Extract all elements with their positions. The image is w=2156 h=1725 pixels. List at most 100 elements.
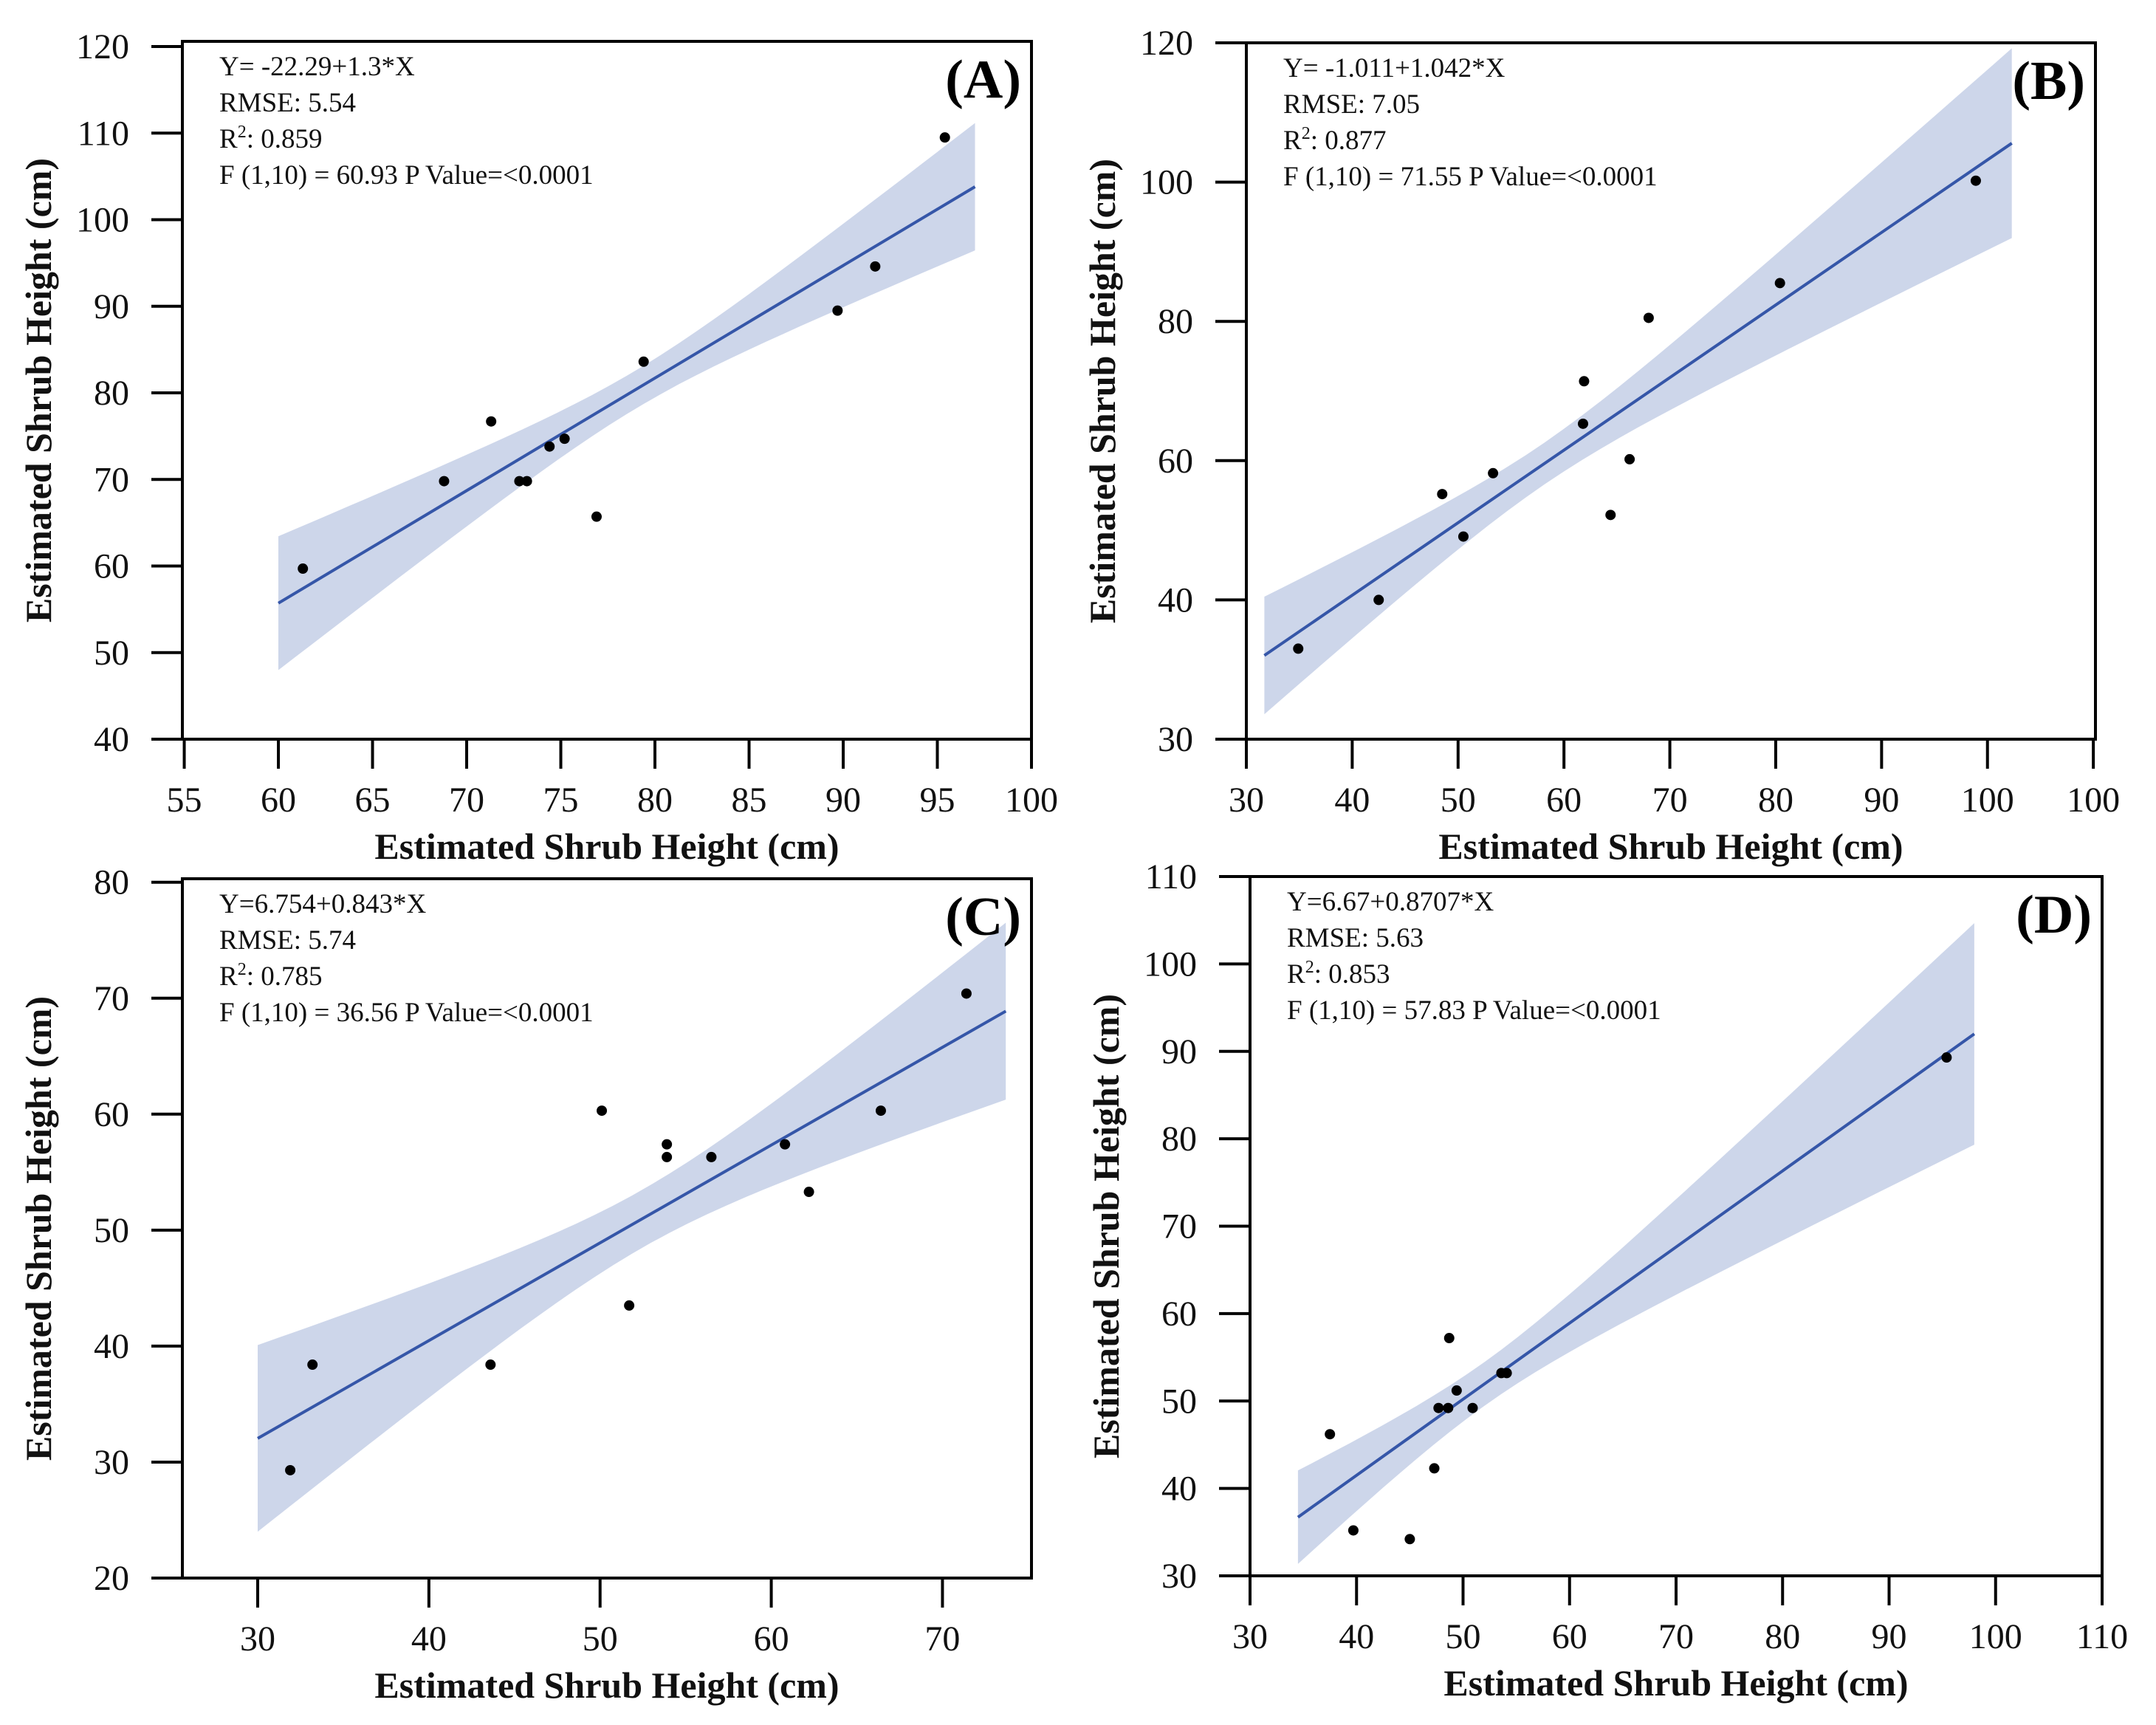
y-tick-label: 30	[1161, 1557, 1197, 1596]
x-tick-label: 50	[1446, 1617, 1481, 1656]
panel-a: 40 50 60 70 80 90 100 110 120 55 60 65 70 75 80 85 90 95 1…	[18, 27, 1058, 867]
x-tick-label: 85	[732, 781, 767, 820]
data-point	[591, 511, 602, 522]
r-squared-superscript: 2	[238, 123, 247, 142]
data-point	[1443, 1402, 1454, 1413]
y-tick-label: 100	[76, 201, 129, 240]
data-point	[559, 433, 570, 445]
y-tick-label: 80	[1161, 1119, 1197, 1159]
r-squared-superscript: 2	[238, 960, 247, 979]
r-squared-text: R2: 0.859	[219, 123, 322, 154]
regression-equation: Y=6.67+0.8707*X	[1287, 887, 1494, 917]
data-point	[521, 476, 532, 487]
data-point	[1373, 594, 1384, 606]
data-point	[1488, 467, 1499, 479]
rmse-text: RMSE: 7.05	[1283, 89, 1420, 120]
f-statistic-text: F (1,10) = 71.55 P Value=<0.0001	[1283, 162, 1658, 192]
regression-line	[1263, 142, 2013, 657]
data-point	[662, 1139, 673, 1150]
data-point	[285, 1464, 296, 1475]
data-point	[780, 1139, 791, 1150]
x-axis-title: Estimated Shrub Height (cm)	[374, 1664, 839, 1706]
r-squared-label: R	[219, 124, 238, 154]
panel-label: (A)	[945, 49, 1021, 110]
y-axis-title: Estimated Shrub Height (cm)	[1082, 159, 1123, 623]
data-point	[706, 1151, 717, 1162]
y-tick-label: 90	[1161, 1032, 1197, 1071]
y-tick-label: 40	[94, 720, 129, 759]
x-tick-label: 65	[355, 781, 391, 820]
x-tick-label: 80	[1758, 781, 1793, 820]
panel-label: (B)	[2012, 51, 2085, 112]
y-tick-label: 100	[1144, 944, 1197, 984]
x-tick-label: 70	[1658, 1617, 1694, 1656]
y-tick-label: 120	[1140, 24, 1193, 63]
x-tick-label: 100	[1961, 781, 2014, 820]
x-tick-label: 60	[1546, 781, 1582, 820]
y-tick-label: 40	[1158, 580, 1193, 620]
data-point	[1429, 1463, 1440, 1474]
data-point	[1624, 453, 1635, 464]
r-squared-label: R	[1287, 959, 1305, 990]
data-point	[875, 1105, 886, 1117]
regression-equation: Y= -22.29+1.3*X	[219, 52, 415, 82]
y-tick-label: 80	[94, 374, 129, 413]
x-tick-label: 70	[924, 1619, 960, 1659]
r-squared-label: R	[219, 961, 238, 992]
rmse-text: RMSE: 5.54	[219, 88, 356, 118]
y-axis-title: Estimated Shrub Height (cm)	[18, 996, 59, 1461]
x-tick-label: 95	[920, 781, 955, 820]
data-point	[485, 1359, 496, 1371]
data-point	[624, 1300, 635, 1311]
x-tick-label: 40	[1334, 781, 1370, 820]
y-tick-label: 60	[94, 1095, 129, 1134]
regression-equation: Y=6.754+0.843*X	[219, 889, 426, 919]
data-point	[298, 563, 309, 575]
data-point	[638, 356, 649, 367]
data-point	[1643, 312, 1654, 323]
data-point	[870, 261, 881, 272]
x-axis-title: Estimated Shrub Height (cm)	[1443, 1662, 1908, 1704]
data-point	[1404, 1534, 1415, 1545]
data-point	[803, 1187, 814, 1198]
x-tick-label: 75	[543, 781, 579, 820]
y-axis-title: Estimated Shrub Height (cm)	[1085, 994, 1127, 1458]
plot-frame	[181, 40, 1033, 741]
y-tick-label: 20	[94, 1559, 129, 1598]
data-point	[1467, 1402, 1478, 1413]
y-tick-label: 60	[1158, 442, 1193, 481]
x-tick-label: 100	[2067, 781, 2120, 820]
x-tick-label: 80	[637, 781, 673, 820]
x-tick-label: 100	[1005, 781, 1058, 820]
data-point	[1579, 376, 1590, 387]
data-point	[307, 1359, 318, 1371]
panel-c: 20 30 40 50 60 70 80 30 40 50 60 70 Estimated Shrub …	[18, 863, 1033, 1706]
x-tick-label: 90	[825, 781, 861, 820]
x-tick-label: 110	[2076, 1617, 2128, 1656]
r-squared-value: : 0.877	[1311, 126, 1387, 156]
r-squared-superscript: 2	[1302, 124, 1311, 143]
y-tick-label: 70	[94, 460, 129, 499]
y-tick-label: 110	[1145, 857, 1197, 896]
y-tick-label: 50	[94, 1211, 129, 1250]
confidence-band	[1264, 48, 2012, 715]
r-squared-value: : 0.785	[247, 961, 323, 992]
y-tick-label: 40	[94, 1327, 129, 1366]
x-tick-label: 70	[1652, 781, 1688, 820]
data-point	[1458, 531, 1469, 542]
data-point	[486, 416, 497, 427]
y-axis-title: Estimated Shrub Height (cm)	[18, 158, 59, 623]
y-tick-label: 70	[1161, 1207, 1197, 1246]
data-point	[1941, 1052, 1952, 1063]
y-tick-label: 30	[94, 1443, 129, 1482]
y-tick-label: 80	[1158, 302, 1193, 341]
panel-d: 30 40 50 60 70 80 90 100 110 30 40 50 60 70 80 90 100 110…	[1085, 857, 2128, 1704]
plot-frame	[181, 877, 1033, 1580]
x-tick-label: 30	[240, 1619, 275, 1659]
x-tick-label: 30	[1232, 1617, 1268, 1656]
r-squared-value: : 0.853	[1314, 959, 1390, 990]
confidence-band	[258, 922, 1006, 1532]
data-point	[1437, 489, 1448, 500]
f-statistic-text: F (1,10) = 60.93 P Value=<0.0001	[219, 160, 594, 191]
